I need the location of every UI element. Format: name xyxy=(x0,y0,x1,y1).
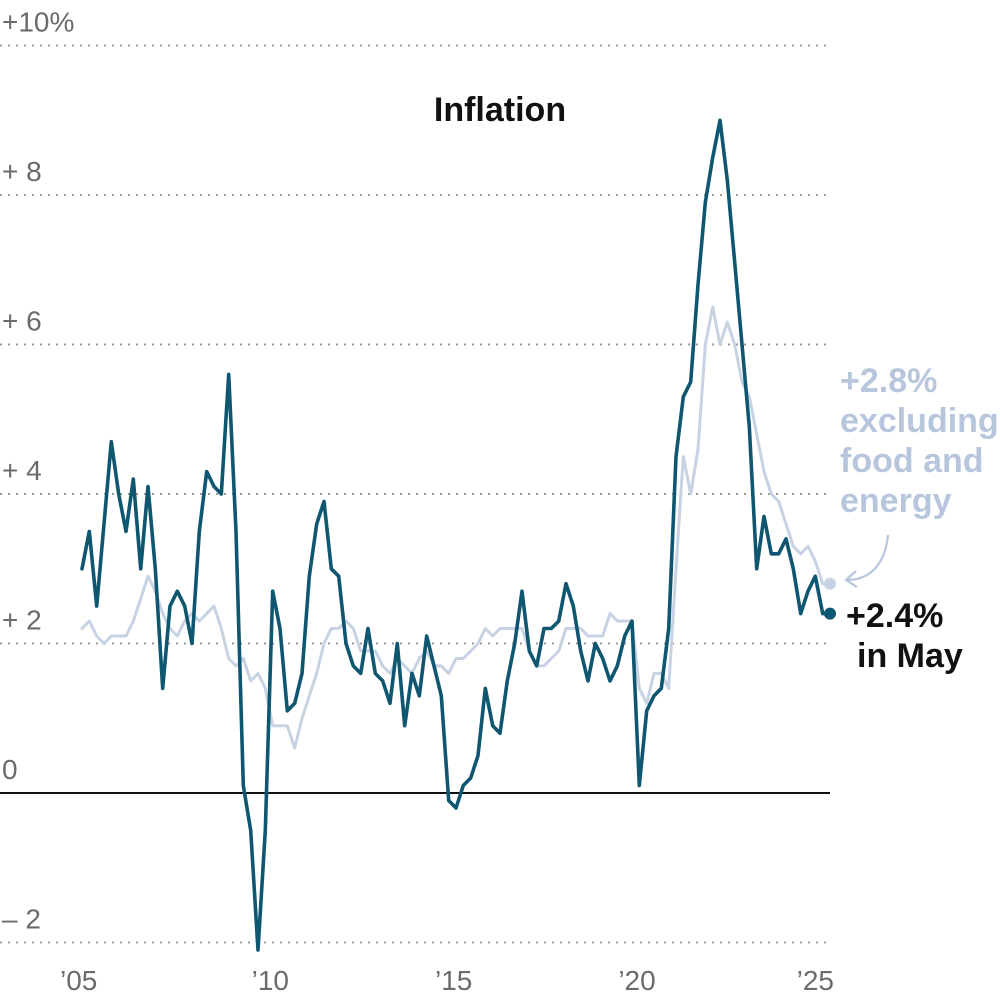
x-tick-label: ’20 xyxy=(618,965,655,996)
core-annotation-line-3: food and xyxy=(840,442,984,480)
headline-endpoint-dot xyxy=(824,607,836,620)
y-tick-label: +10% xyxy=(2,7,74,38)
core-annotation-line-2: excluding xyxy=(840,402,999,440)
core-annotation-arrowhead xyxy=(844,570,858,588)
y-axis-tick-labels: +10% + 8 + 6 + 4 + 2 0 – 2 xyxy=(2,7,74,935)
series-lines xyxy=(80,118,836,952)
core-endpoint-dot xyxy=(824,577,836,590)
y-tick-label: + 2 xyxy=(2,605,42,636)
headline-annotation-line-1: +2.4% xyxy=(846,597,943,635)
x-tick-label: ’05 xyxy=(60,965,97,996)
y-tick-label: + 6 xyxy=(2,306,42,337)
chart-title: Inflation xyxy=(434,91,566,129)
gridlines xyxy=(0,44,830,944)
x-tick-label: ’10 xyxy=(252,965,289,996)
y-tick-label: + 4 xyxy=(2,455,42,486)
x-tick-label: ’25 xyxy=(797,965,834,996)
y-tick-label: – 2 xyxy=(2,904,41,935)
core-annotation-line-4: energy xyxy=(840,482,952,520)
x-tick-label: ’15 xyxy=(435,965,472,996)
core-annotation-arrow xyxy=(845,534,890,582)
headline-inflation-line xyxy=(80,118,832,952)
core-inflation-line xyxy=(80,305,832,750)
annotations: +2.8% excluding food and energy +2.4% in… xyxy=(840,362,999,675)
y-tick-label: 0 xyxy=(2,754,18,785)
x-axis-tick-labels: ’05 ’10 ’15 ’20 ’25 xyxy=(60,965,834,996)
headline-annotation-line-2: in May xyxy=(857,637,963,675)
y-tick-label: + 8 xyxy=(2,156,42,187)
core-annotation-line-1: +2.8% xyxy=(840,362,937,400)
